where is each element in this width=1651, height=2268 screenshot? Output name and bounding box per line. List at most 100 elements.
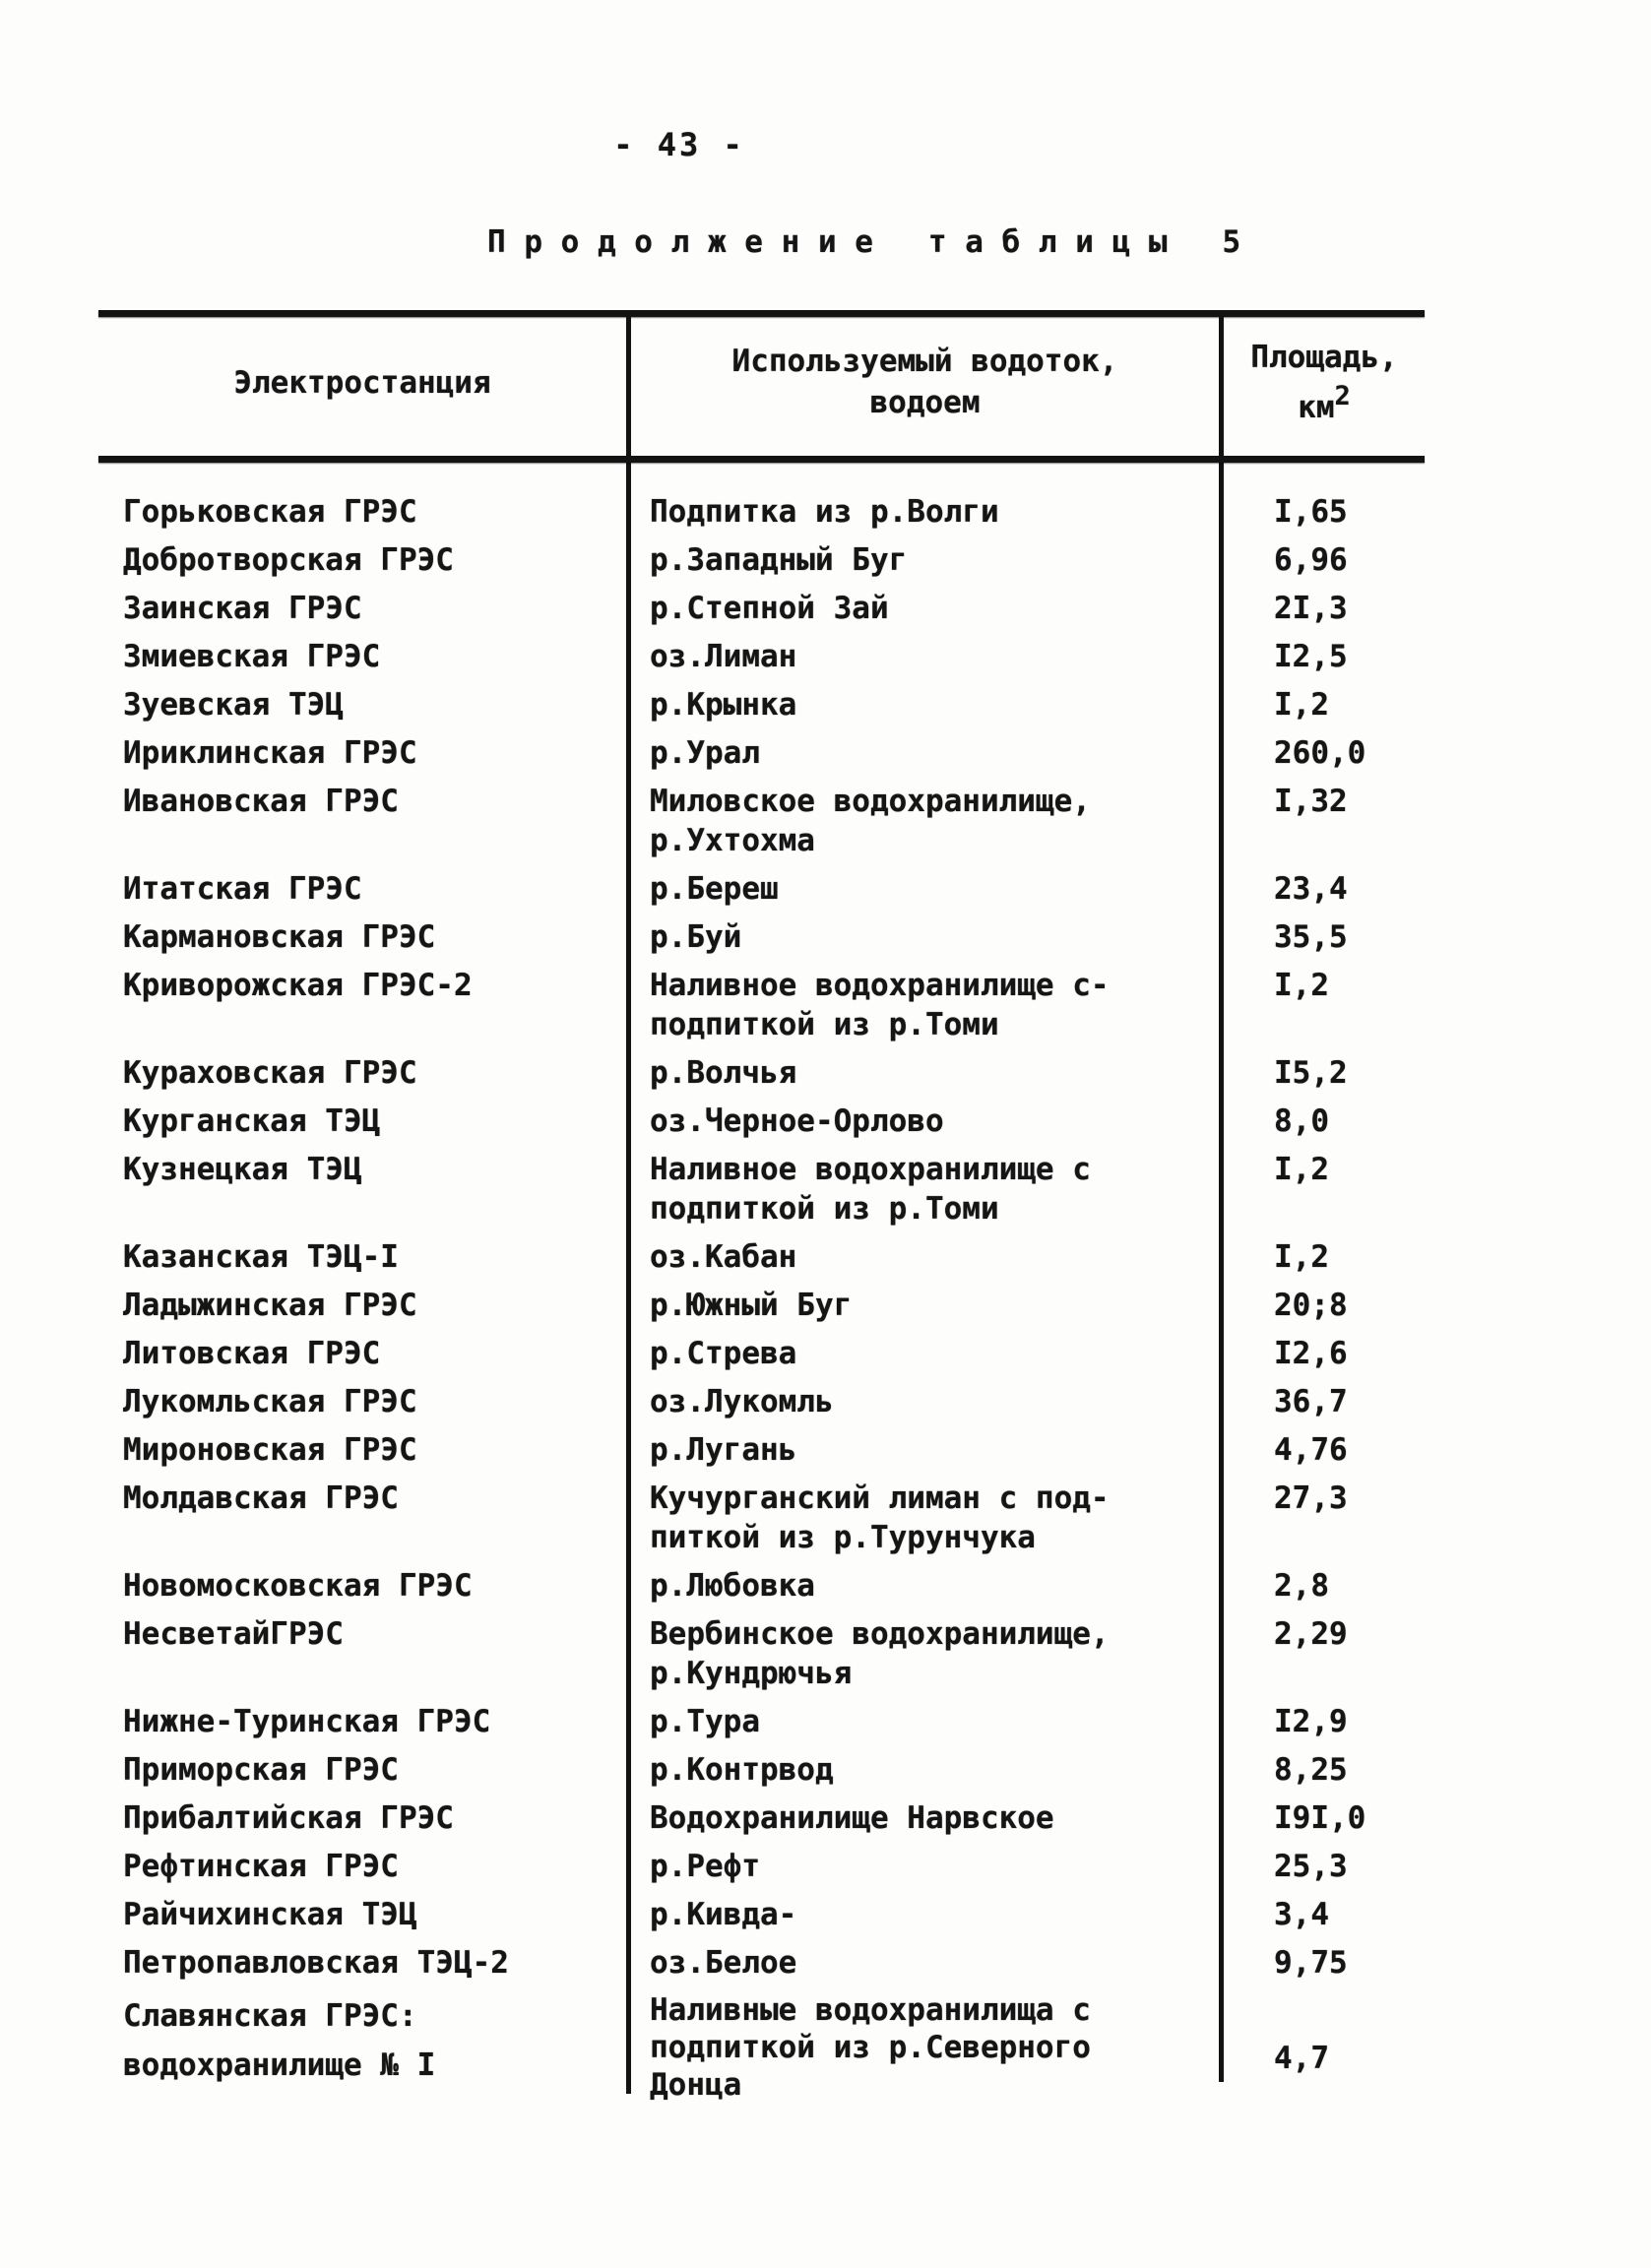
area-cell: I2,5	[1274, 639, 1348, 674]
station-cell: НесветайГРЭС	[123, 1616, 344, 1652]
column-divider-2	[1219, 310, 1224, 2082]
station-cell: Кураховская ГРЭС	[123, 1055, 417, 1091]
station-cell: Новомосковская ГРЭС	[123, 1568, 473, 1604]
table-row: Криворожская ГРЭС-2 Наливное водохранилищ…	[98, 966, 1425, 1044]
station-cell: Молдавская ГРЭС	[123, 1480, 399, 1516]
station-cell: Рефтинская ГРЭС	[123, 1849, 399, 1884]
column-divider-1	[626, 310, 631, 2094]
area-cell: I2,9	[1274, 1704, 1348, 1739]
station-cell: Ириклинская ГРЭС	[123, 735, 417, 771]
table-row: Зуевская ТЭЦ р.Крынка I,2	[98, 685, 1425, 724]
table-row: Кармановская ГРЭС р.Буй 35,5	[98, 917, 1425, 957]
table-row: Лукомльская ГРЭС оз.Лукомль 36,7	[98, 1382, 1425, 1421]
table-row: Змиевская ГРЭС оз.Лиман I2,5	[98, 637, 1425, 676]
station-cell: Литовская ГРЭС	[123, 1336, 381, 1371]
table-row: Заинская ГРЭС р.Степной Зай 2I,3	[98, 589, 1425, 628]
area-cell: 20;8	[1274, 1288, 1348, 1323]
table-header-row: Электростанция Используемый водоток, вод…	[98, 317, 1425, 456]
area-cell: 4,7	[1274, 2041, 1329, 2076]
station-cell: Змиевская ГРЭС	[123, 639, 381, 674]
column-header-area-unit: км2	[1298, 381, 1351, 426]
station-cell: Славянская ГРЭС: водохранилище № I	[123, 1998, 436, 2083]
water-cell: р.Степной Зай	[650, 591, 889, 626]
water-cell: р.Стрева	[650, 1336, 797, 1371]
column-header-water: Используемый водоток, водоем	[731, 344, 1118, 420]
table-row: Ивановская ГРЭС Миловское водохранилище, …	[98, 782, 1425, 860]
station-cell: Петропавловская ТЭЦ-2	[123, 1945, 509, 1981]
water-cell: р.Лугань	[650, 1432, 797, 1468]
area-cell: 9,75	[1274, 1945, 1348, 1981]
water-cell: Вербинское водохранилище, р.Кундрючья	[650, 1616, 1110, 1691]
table-row: Итатская ГРЭС р.Береш 23,4	[98, 869, 1425, 909]
table-row: Казанская ТЭЦ-I оз.Кабан I,2	[98, 1237, 1425, 1277]
area-cell: 2,29	[1274, 1616, 1348, 1652]
area-cell: I,2	[1274, 1152, 1329, 1187]
water-cell: оз.Лиман	[650, 639, 797, 674]
table-top-rule	[98, 310, 1425, 317]
table-row: Петропавловская ТЭЦ-2 оз.Белое 9,75	[98, 1943, 1425, 1983]
area-cell: 35,5	[1274, 919, 1348, 955]
table-row: Мироновская ГРЭС р.Лугань 4,76	[98, 1430, 1425, 1470]
table-row: Славянская ГРЭС: водохранилище № I Наливн…	[98, 1991, 1425, 2104]
area-cell: I2,6	[1274, 1336, 1348, 1371]
station-cell: Зуевская ТЭЦ	[123, 687, 344, 723]
area-unit-superscript: 2	[1334, 381, 1351, 411]
water-cell: р.Волчья	[650, 1055, 797, 1091]
header-separator-rule	[98, 456, 1425, 463]
station-cell: Итатская ГРЭС	[123, 871, 362, 907]
table-row: Райчихинская ТЭЦ р.Кивда- 3,4	[98, 1895, 1425, 1934]
area-unit-base: км	[1298, 390, 1335, 426]
table-row: Нижне-Туринская ГРЭС р.Тура I2,9	[98, 1702, 1425, 1741]
water-cell: оз.Черное-Орлово	[650, 1103, 944, 1139]
station-cell: Ивановская ГРЭС	[123, 784, 399, 819]
area-cell: 25,3	[1274, 1849, 1348, 1884]
table-row: Новомосковская ГРЭС р.Любовка 2,8	[98, 1566, 1425, 1606]
water-cell: р.Контрвод	[650, 1752, 834, 1788]
area-cell: 2I,3	[1274, 591, 1348, 626]
area-cell: 4,76	[1274, 1432, 1348, 1468]
station-cell: Лукомльская ГРЭС	[123, 1384, 417, 1419]
table-row: Прибалтийская ГРЭС Водохранилище Нарвское…	[98, 1798, 1425, 1838]
table-row: Кузнецкая ТЭЦ Наливное водохранилище с по…	[98, 1150, 1425, 1228]
water-cell: Наливное водохранилище с подпиткой из р.…	[650, 1152, 1091, 1227]
water-cell: р.Буй	[650, 919, 742, 955]
water-cell: Подпитка из р.Волги	[650, 494, 999, 530]
water-cell: р.Кивда-	[650, 1897, 797, 1932]
water-cell: р.Крынка	[650, 687, 797, 723]
area-cell: 260,0	[1274, 735, 1366, 771]
area-cell: 2,8	[1274, 1568, 1329, 1604]
station-cell: Кузнецкая ТЭЦ	[123, 1152, 362, 1187]
water-cell: р.Рефт	[650, 1849, 760, 1884]
column-header-area-line1: Площадь,	[1250, 340, 1398, 375]
area-cell: 8,25	[1274, 1752, 1348, 1788]
water-cell: р.Береш	[650, 871, 779, 907]
area-cell: 36,7	[1274, 1384, 1348, 1419]
station-cell: Мироновская ГРЭС	[123, 1432, 417, 1468]
station-cell: Ладыжинская ГРЭС	[123, 1288, 417, 1323]
water-cell: р.Южный Буг	[650, 1288, 853, 1323]
water-cell: Наливное водохранилище с- подпиткой из р…	[650, 968, 1110, 1042]
water-cell: р.Урал	[650, 735, 760, 771]
area-cell: I,2	[1274, 1239, 1329, 1275]
station-cell: Горьковская ГРЭС	[123, 494, 417, 530]
area-cell: I,65	[1274, 494, 1348, 530]
water-cell: оз.Лукомль	[650, 1384, 834, 1419]
table-caption: П р о д о л ж е н и е т а б л и ц ы 5	[487, 224, 1241, 260]
water-cell: р.Западный Буг	[650, 542, 908, 578]
station-cell: Казанская ТЭЦ-I	[123, 1239, 399, 1275]
table-row: Добротворская ГРЭС р.Западный Буг 6,96	[98, 540, 1425, 580]
station-cell: Нижне-Туринская ГРЭС	[123, 1704, 491, 1739]
column-header-area: Площадь, км2	[1224, 337, 1425, 428]
table-row: НесветайГРЭС Вербинское водохранилище, р.…	[98, 1614, 1425, 1693]
table-row: Горьковская ГРЭС Подпитка из р.Волги I,65	[98, 492, 1425, 532]
area-cell: I,2	[1274, 687, 1329, 723]
water-cell: оз.Белое	[650, 1945, 797, 1981]
area-cell: 6,96	[1274, 542, 1348, 578]
area-cell: I,2	[1274, 968, 1329, 1003]
area-cell: I5,2	[1274, 1055, 1348, 1091]
area-cell: 27,3	[1274, 1480, 1348, 1516]
water-cell: р.Любовка	[650, 1568, 815, 1604]
water-cell: Миловское водохранилище, р.Ухтохма	[650, 784, 1091, 858]
table-row: Приморская ГРЭС р.Контрвод 8,25	[98, 1750, 1425, 1790]
